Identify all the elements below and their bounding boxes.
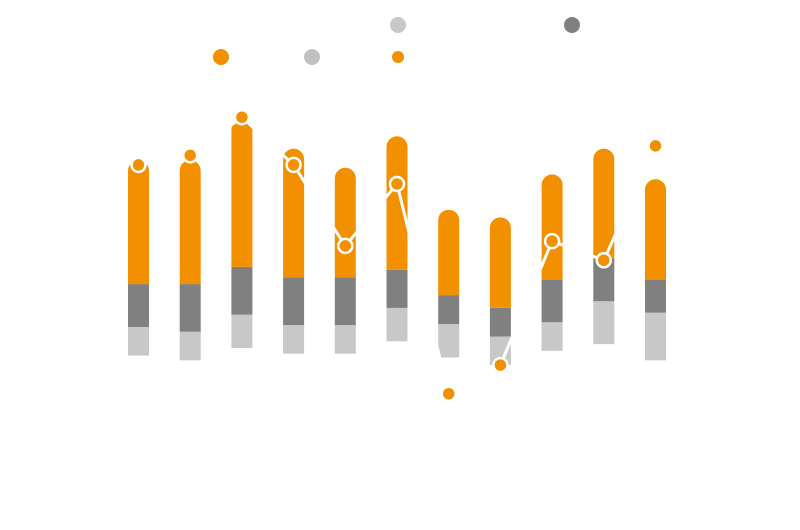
- bar-4-segment-2: [283, 277, 305, 326]
- bar-10-segment-3: [593, 148, 615, 259]
- bar-2-segment-1: [179, 331, 201, 361]
- line-point-5: [337, 237, 354, 255]
- legend-marker-4: [390, 17, 406, 33]
- bar-1-segment-3: [128, 160, 149, 285]
- bar-7-segment-2: [438, 295, 460, 325]
- bars: [128, 119, 666, 366]
- bar-10-segment-1: [593, 301, 615, 345]
- bar-9-segment-2: [541, 279, 563, 323]
- bar-7-segment-3: [438, 209, 460, 296]
- line-point-9: [543, 232, 561, 250]
- legend-marker-1: [213, 49, 229, 65]
- line-point-1: [130, 156, 147, 174]
- bar-4-segment-1: [283, 325, 305, 354]
- legend: [213, 17, 580, 65]
- bar-8-segment-1: [489, 336, 511, 366]
- bar-5-segment-2: [334, 277, 356, 326]
- line-point-6: [388, 175, 406, 193]
- legend-marker-2: [304, 49, 320, 65]
- line-series: [130, 108, 664, 402]
- bar-1-segment-1: [128, 326, 149, 356]
- bar-11-segment-1: [645, 312, 666, 361]
- bar-4-segment-3: [283, 148, 305, 278]
- bar-1-segment-2: [128, 284, 149, 327]
- bar-3-segment-3: [231, 119, 253, 267]
- bar-6-segment-2: [386, 269, 408, 308]
- bar-9-segment-3: [541, 174, 563, 280]
- bar-10-segment-2: [593, 258, 615, 302]
- line-point-3: [233, 108, 251, 126]
- bar-11-segment-2: [645, 279, 666, 313]
- line-point-7: [440, 385, 457, 402]
- bar-8-segment-2: [489, 307, 511, 337]
- bar-5-segment-1: [334, 325, 356, 354]
- line-point-11: [647, 137, 664, 155]
- bar-3-segment-2: [231, 266, 253, 315]
- line-point-2: [181, 147, 199, 164]
- legend-marker-5: [564, 17, 580, 33]
- line-point-4: [285, 156, 302, 174]
- bar-6-segment-3: [386, 136, 408, 270]
- bar-7-segment-1: [438, 324, 460, 358]
- bar-8-segment-3: [489, 217, 511, 308]
- line-point-8: [492, 356, 509, 374]
- bar-6-segment-1: [386, 307, 408, 342]
- bar-2-segment-3: [179, 160, 201, 285]
- legend-marker-3: [392, 51, 404, 63]
- bar-11-segment-3: [645, 179, 666, 280]
- bar-5-segment-3: [334, 167, 356, 278]
- bar-3-segment-1: [231, 314, 253, 348]
- bar-2-segment-2: [179, 284, 201, 332]
- line-point-10: [595, 251, 613, 269]
- bar-9-segment-1: [541, 322, 563, 351]
